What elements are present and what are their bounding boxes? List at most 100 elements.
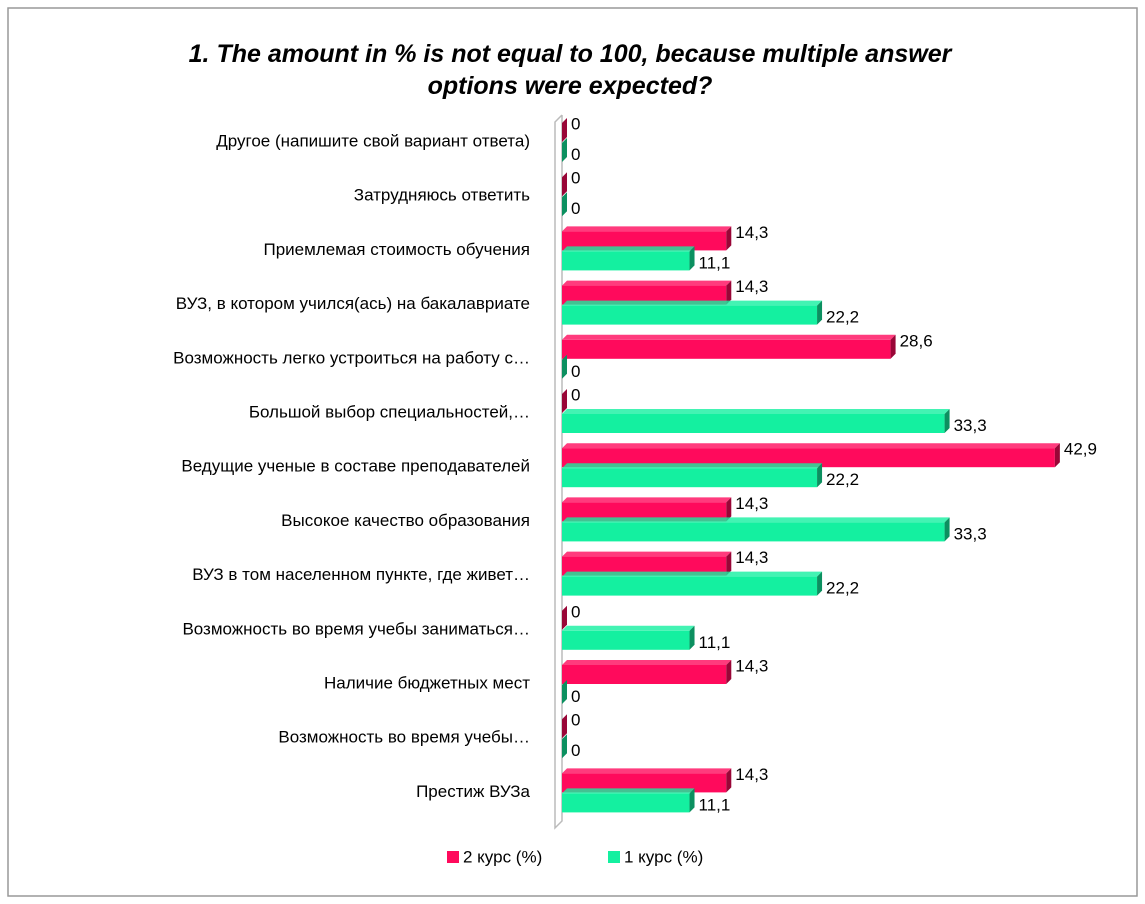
bar-face — [562, 280, 732, 286]
bar — [562, 625, 695, 650]
value-label: 14,3 — [735, 656, 768, 675]
bar-face — [562, 497, 732, 503]
value-label: 0 — [571, 385, 580, 404]
category-label: Затрудняюсь ответить — [354, 186, 530, 205]
bar-face — [562, 734, 567, 759]
bar-face — [562, 389, 567, 413]
category-label: Большой выбор специальностей,… — [249, 402, 530, 421]
category-label: Наличие бюджетных мест — [324, 673, 530, 692]
bar-face — [562, 463, 823, 469]
bar-face — [1054, 443, 1060, 468]
value-label: 0 — [571, 199, 580, 218]
bar-face — [562, 660, 732, 665]
bar — [562, 246, 695, 271]
legend-label: 1 курс (%) — [624, 847, 703, 866]
category-label: Возможность легко устроиться на работу с… — [173, 348, 530, 367]
bar — [562, 680, 567, 704]
bar-face — [689, 788, 695, 813]
category-label: Другое (напишите свой вариант ответа) — [216, 131, 530, 150]
bar-face — [562, 334, 896, 340]
bar-face — [726, 280, 732, 305]
bar — [562, 714, 567, 739]
bar-face — [562, 556, 727, 576]
bar-face — [562, 680, 567, 704]
bar-face — [562, 551, 732, 557]
category-label: Высокое качество образования — [281, 511, 530, 530]
value-label: 42,9 — [1064, 440, 1097, 459]
bar — [562, 768, 732, 793]
bar-face — [562, 251, 690, 271]
value-label: 0 — [571, 169, 580, 188]
value-label: 0 — [571, 145, 580, 164]
bar-face — [726, 768, 732, 793]
bar-face — [726, 497, 732, 522]
bar-face — [562, 665, 727, 684]
legend-swatch — [608, 851, 620, 863]
bar-face — [817, 463, 823, 488]
value-label: 0 — [571, 602, 580, 621]
value-label: 22,2 — [826, 470, 859, 489]
bar — [562, 517, 950, 542]
value-label: 11,1 — [699, 795, 731, 814]
bar — [562, 409, 950, 433]
bar-face — [944, 409, 950, 433]
bar-face — [689, 246, 695, 271]
bar-face — [562, 522, 945, 542]
value-label: 14,3 — [735, 223, 768, 242]
bar — [562, 226, 732, 251]
bar-face — [562, 246, 695, 252]
bar-face — [817, 571, 823, 596]
value-label: 0 — [571, 362, 580, 381]
bar-face — [562, 448, 1055, 468]
value-label: 14,3 — [735, 277, 768, 296]
category-label: Престиж ВУЗа — [416, 782, 530, 801]
legend-label: 2 курс (%) — [463, 847, 542, 866]
value-label: 14,3 — [735, 494, 768, 513]
bar-face — [726, 660, 732, 684]
value-label: 33,3 — [954, 524, 987, 543]
value-label: 0 — [571, 114, 580, 133]
bar-face — [562, 172, 567, 197]
bar-face — [562, 768, 732, 774]
bar-face — [562, 414, 945, 433]
category-label: ВУЗ, в котором учился(ась) на бакалавриа… — [176, 294, 530, 313]
value-label: 22,2 — [826, 308, 859, 327]
bar — [562, 334, 896, 359]
value-label: 14,3 — [735, 548, 768, 567]
value-label: 0 — [571, 711, 580, 730]
bar-face — [562, 517, 950, 523]
value-label: 33,3 — [954, 416, 987, 435]
bar — [562, 138, 567, 162]
legend-swatch — [447, 851, 459, 863]
value-label: 28,6 — [900, 331, 933, 350]
bar — [562, 300, 823, 325]
bar-face — [562, 571, 823, 577]
bar-face — [562, 773, 727, 793]
bar-face — [562, 138, 567, 162]
bar — [562, 788, 695, 813]
bar-face — [890, 334, 896, 359]
category-label: ВУЗ в том населенном пункте, где живет… — [192, 565, 530, 584]
bar — [562, 734, 567, 759]
bar — [562, 443, 1060, 468]
bar-face — [562, 443, 1060, 449]
bar — [562, 571, 823, 596]
bar-face — [562, 502, 727, 522]
bar-face — [562, 409, 950, 414]
bar-face — [944, 517, 950, 542]
bar-face — [562, 231, 727, 251]
bar-face — [562, 788, 695, 794]
bar — [562, 192, 567, 217]
bar-face — [726, 226, 732, 251]
bar — [562, 354, 567, 379]
bar-face — [817, 300, 823, 325]
chart-title: 1. The amount in % is not equal to 100, … — [188, 40, 952, 100]
bar-face — [562, 468, 818, 488]
bar-face — [726, 551, 732, 576]
bar-face — [562, 305, 818, 325]
bar-face — [562, 354, 567, 379]
bar — [562, 389, 567, 413]
bar — [562, 497, 732, 522]
bar-face — [562, 300, 823, 306]
